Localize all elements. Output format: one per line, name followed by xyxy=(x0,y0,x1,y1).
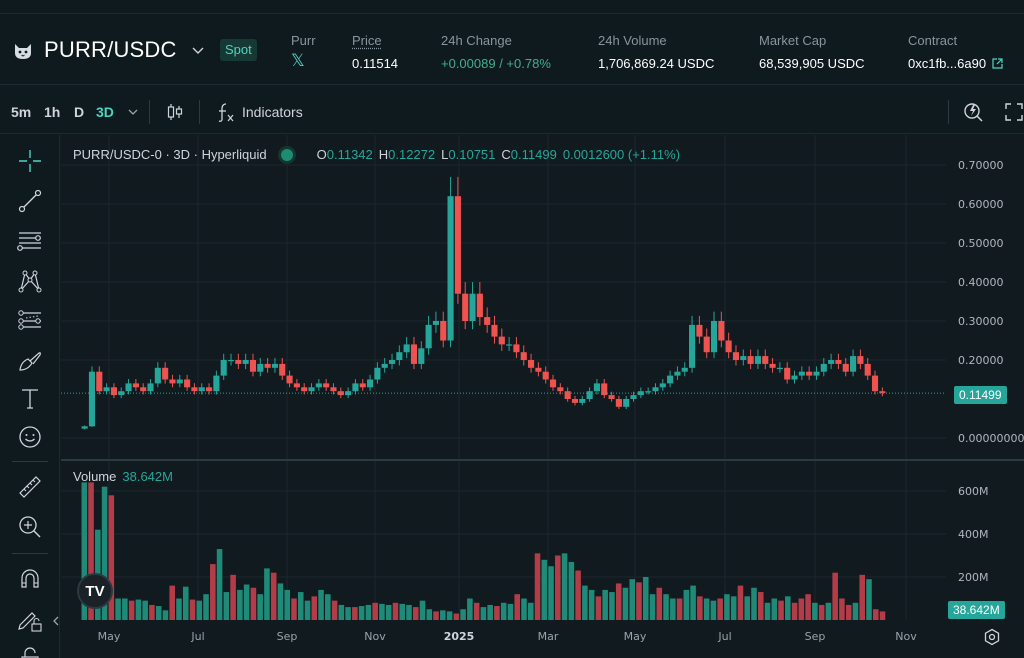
x-icon[interactable]: 𝕏 xyxy=(291,51,305,70)
top-strip xyxy=(0,0,1024,14)
change-value: 0.0012600 (+1.11%) xyxy=(562,147,681,162)
trend-line-icon[interactable] xyxy=(16,187,44,215)
emoji-icon[interactable] xyxy=(16,423,44,451)
svg-text:0.00000000: 0.00000000 xyxy=(958,432,1024,445)
change-value: +0.00089 / +0.78% xyxy=(441,56,551,71)
text-tool-icon[interactable] xyxy=(16,385,44,413)
low-value: 0.10751 xyxy=(448,147,496,162)
open-value: 0.11342 xyxy=(326,147,373,162)
token-info: Purr 𝕏 xyxy=(291,33,316,69)
price-label: Price xyxy=(352,33,382,48)
contract-label: Contract xyxy=(908,33,958,48)
change-stat: 24h Change +0.00089 / +0.78% xyxy=(441,33,551,71)
high-value: 0.12272 xyxy=(388,147,436,162)
collapse-toolbar-chevron-icon[interactable] xyxy=(52,615,60,627)
lock-drawings-icon[interactable] xyxy=(16,605,44,633)
svg-text:600M: 600M xyxy=(958,485,989,498)
volume-legend: Volume 38.642M xyxy=(73,469,173,484)
candle-style-icon[interactable] xyxy=(164,101,186,123)
pair-name: PURR/USDC xyxy=(44,37,177,62)
contract-value: 0xc1fb...6a90 xyxy=(908,56,987,71)
toolbar-divider xyxy=(12,553,48,554)
pattern-tool-icon[interactable] xyxy=(16,267,44,295)
svg-text:0.40000: 0.40000 xyxy=(958,276,1004,289)
contract-link[interactable]: 0xc1fb...6a90 xyxy=(908,56,1003,71)
mcap-label: Market Cap xyxy=(759,33,827,48)
pair-selector[interactable]: PURR/USDC xyxy=(12,37,205,63)
timeframe-3d[interactable]: 3D xyxy=(96,104,114,120)
close-value: 0.11499 xyxy=(510,147,557,162)
indicators-button[interactable]: Indicators xyxy=(242,104,303,120)
timeframe-5m[interactable]: 5m xyxy=(11,104,32,120)
quick-search-icon[interactable] xyxy=(962,100,986,124)
chart-toolbar: 5m 1h D 3D Indicators xyxy=(0,90,1024,134)
brush-icon[interactable] xyxy=(16,347,44,375)
volume-legend-value: 38.642M xyxy=(122,469,173,484)
svg-text:Jul: Jul xyxy=(717,630,731,643)
svg-text:200M: 200M xyxy=(958,571,989,584)
tradingview-logo[interactable]: TV xyxy=(77,573,113,609)
function-fx-icon[interactable] xyxy=(215,101,237,123)
change-label: 24h Change xyxy=(441,33,512,48)
svg-text:0.20000: 0.20000 xyxy=(958,354,1004,367)
price-value: 0.11514 xyxy=(352,56,399,71)
zoom-in-icon[interactable] xyxy=(16,513,44,541)
purr-cat-logo-icon xyxy=(15,44,31,59)
close-label: C xyxy=(501,147,511,162)
drawing-toolbar xyxy=(0,135,60,658)
contract-stat: Contract 0xc1fb...6a90 xyxy=(908,33,1003,71)
volume-label: 24h Volume xyxy=(598,33,667,48)
chevron-down-icon[interactable] xyxy=(191,43,205,57)
price-chart-canvas[interactable]: 0.70000 0.60000 0.50000 0.40000 0.30000 0.200… xyxy=(61,135,1024,658)
svg-text:Nov: Nov xyxy=(364,630,386,643)
lock-icon[interactable] xyxy=(16,645,44,658)
svg-text:May: May xyxy=(98,630,121,643)
market-header: PURR/USDC Spot Purr 𝕏 Price 0.11514 24h … xyxy=(0,15,1024,85)
high-label: H xyxy=(378,147,389,162)
svg-text:Jul: Jul xyxy=(190,630,204,643)
market-type-badge: Spot xyxy=(220,39,257,61)
timeframe-dropdown-chevron-icon[interactable] xyxy=(127,107,139,117)
toolbar-divider xyxy=(149,100,150,124)
timeframe-1h[interactable]: 1h xyxy=(44,104,61,120)
svg-text:Sep: Sep xyxy=(277,630,298,643)
svg-text:May: May xyxy=(624,630,647,643)
legend-title: PURR/USDC-0 · 3D · Hyperliquid xyxy=(73,147,267,162)
magnet-icon[interactable] xyxy=(16,565,44,593)
svg-text:Sep: Sep xyxy=(805,630,826,643)
chart-pane[interactable]: 0.70000 0.60000 0.50000 0.40000 0.30000 0.200… xyxy=(61,135,1024,658)
crosshair-icon[interactable] xyxy=(16,147,44,175)
ruler-measure-icon[interactable] xyxy=(16,473,44,501)
last-price-tag: 0.11499 xyxy=(954,386,1007,404)
mcap-value: 68,539,905 USDC xyxy=(759,56,865,71)
svg-text:0.60000: 0.60000 xyxy=(958,198,1004,211)
price-stat: Price 0.11514 xyxy=(352,33,398,71)
chart-settings-gear-icon[interactable] xyxy=(983,628,1001,646)
timeframe-d[interactable]: D xyxy=(74,104,85,120)
token-label: Purr xyxy=(291,33,316,48)
svg-text:400M: 400M xyxy=(958,528,989,541)
mcap-stat: Market Cap 68,539,905 USDC xyxy=(759,33,865,71)
svg-text:Nov: Nov xyxy=(895,630,917,643)
toolbar-divider xyxy=(12,461,48,462)
svg-text:0.70000: 0.70000 xyxy=(958,159,1004,172)
fullscreen-icon[interactable] xyxy=(1004,102,1024,122)
open-label: O xyxy=(316,147,327,162)
symbol-legend: PURR/USDC-0 · 3D · Hyperliquid O 0.11342 … xyxy=(73,147,680,162)
low-label: L xyxy=(441,147,449,162)
toolbar-divider xyxy=(948,100,949,124)
market-status-dot-icon xyxy=(280,148,293,161)
volume-legend-label: Volume xyxy=(73,469,117,484)
svg-text:2025: 2025 xyxy=(444,630,475,643)
fib-retracement-icon[interactable] xyxy=(16,227,44,255)
toolbar-divider xyxy=(199,100,200,124)
last-volume-tag: 38.642M xyxy=(948,601,1005,619)
volume-stat: 24h Volume 1,706,869.24 USDC xyxy=(598,33,714,71)
external-link-icon[interactable] xyxy=(992,58,1003,69)
volume-value: 1,706,869.24 USDC xyxy=(598,56,715,71)
svg-text:0.50000: 0.50000 xyxy=(958,237,1004,250)
svg-text:Mar: Mar xyxy=(538,630,559,643)
prediction-tool-icon[interactable] xyxy=(16,307,44,335)
svg-text:0.30000: 0.30000 xyxy=(958,315,1004,328)
